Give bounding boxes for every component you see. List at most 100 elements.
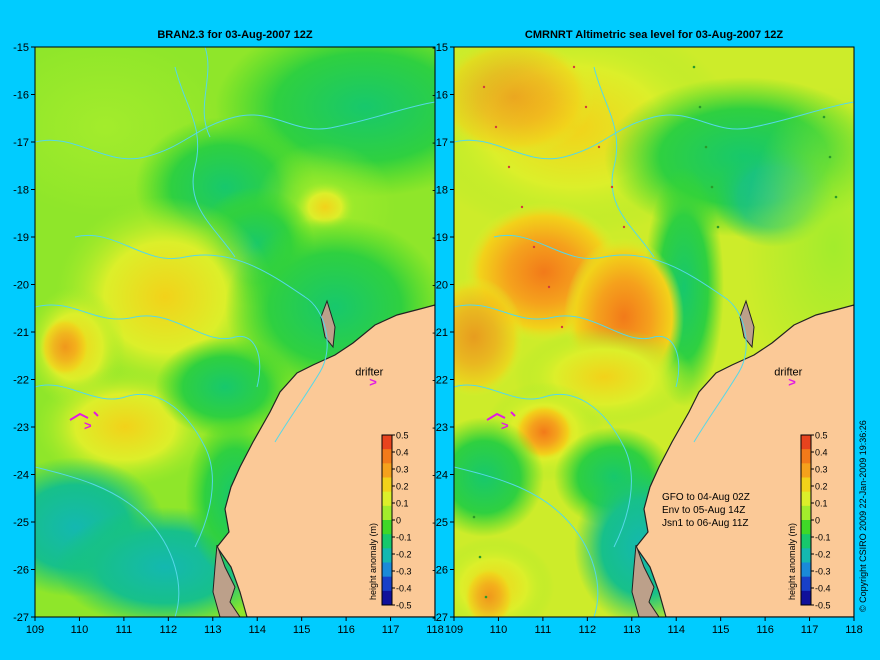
x-tick-label: 118 xyxy=(845,624,863,636)
copyright-text: © Copyright CSIRO 2009 22-Jan-2009 19:36… xyxy=(858,420,868,612)
colorbar-segment xyxy=(382,562,392,578)
y-tick-label: -17 xyxy=(13,137,29,149)
x-tick-label: 109 xyxy=(445,624,463,636)
colorbar-tick-label: 0.4 xyxy=(396,448,409,458)
colorbar-tick-label: -0.3 xyxy=(815,567,831,577)
x-tick-label: 112 xyxy=(579,624,597,636)
x-tick-label: 115 xyxy=(712,624,730,636)
note-jsn1: Jsn1 to 06-Aug 11Z xyxy=(662,518,749,529)
x-tick-label: 113 xyxy=(204,624,222,636)
colorbar-segment xyxy=(382,548,392,563)
colorbar-segment xyxy=(382,505,392,521)
y-tick-label: -25 xyxy=(13,517,29,529)
colorbar-segment xyxy=(382,463,392,478)
colorbar-tick-label: 0.1 xyxy=(815,499,828,509)
right-panel: CMRNRT Altimetric sea level for 03-Aug-2… xyxy=(432,29,863,636)
y-tick-label: -20 xyxy=(432,280,448,292)
colorbar-tick-label: 0.3 xyxy=(396,465,409,475)
colorbar-segment xyxy=(801,505,811,521)
colorbar-tick-label: 0.5 xyxy=(396,431,409,441)
left-colorbar: 0.5 0.4 0.3 0.2 0.1 0 -0.1 -0.2 -0.3 -0.4 -0.5 heig… xyxy=(368,431,412,611)
colorbar-segment xyxy=(382,449,392,464)
colorbar-tick-label: -0.1 xyxy=(815,533,831,543)
right-map-area xyxy=(454,47,854,617)
colorbar-tick-label: 0.2 xyxy=(815,482,828,492)
drifter-arrow-icon: > xyxy=(84,418,92,433)
x-tick-label: 113 xyxy=(623,624,641,636)
colorbar-segment xyxy=(801,477,811,493)
x-tick-label: 116 xyxy=(756,624,774,636)
colorbar-tick-label: -0.2 xyxy=(396,550,412,560)
y-tick-label: -24 xyxy=(13,470,29,482)
right-drifter-marker: drifter > xyxy=(774,367,802,390)
colorbar-segment xyxy=(801,548,811,563)
y-tick-label: -26 xyxy=(432,565,448,577)
colorbar-segment xyxy=(382,576,392,592)
y-tick-label: -16 xyxy=(432,90,448,102)
left-panel: BRAN2.3 for 03-Aug-2007 12Z xyxy=(13,29,444,636)
y-tick-label: -15 xyxy=(13,42,29,54)
y-tick-label: -23 xyxy=(13,422,29,434)
x-tick-label: 114 xyxy=(667,624,685,636)
colorbar-segment xyxy=(382,534,392,549)
drifter-track xyxy=(69,411,99,421)
x-tick-label: 117 xyxy=(382,624,400,636)
right-drifter-track xyxy=(486,411,516,421)
x-tick-label: 112 xyxy=(160,624,178,636)
colorbar-tick-label: -0.4 xyxy=(396,584,412,594)
y-tick-label: -21 xyxy=(432,327,448,339)
y-tick-label: -19 xyxy=(13,232,29,244)
colorbar-label: height anomaly (m) xyxy=(787,523,797,600)
y-tick-label: -17 xyxy=(432,137,448,149)
colorbar-segment xyxy=(801,491,811,507)
x-tick-label: 117 xyxy=(801,624,819,636)
colorbar-tick-label: -0.4 xyxy=(815,584,831,594)
left-y-axis: -15 -16 -17 -18 -19 -20 -21 -22 -23 -24 -25 -26 -27 xyxy=(13,42,35,624)
x-tick-label: 118 xyxy=(426,624,444,636)
y-tick-label: -18 xyxy=(13,185,29,197)
x-tick-label: 109 xyxy=(26,624,44,636)
y-tick-label: -21 xyxy=(13,327,29,339)
colorbar-segment xyxy=(801,435,811,450)
right-y-axis: -15 -16 -17 -18 -19 -20 -21 -22 -23 -24 -25 -26 -27 xyxy=(432,42,454,624)
colorbar-tick-label: -0.5 xyxy=(815,601,831,611)
left-x-axis: 109 110 111 112 113 114 115 116 117 118 xyxy=(26,617,444,636)
colorbar-segment xyxy=(382,590,392,606)
satellite-notes: GFO to 04-Aug 02Z Env to 05-Aug 14Z Jsn1… xyxy=(662,492,750,529)
left-drifter-arrow-icon: > xyxy=(369,375,377,390)
colorbar-tick-label: 0 xyxy=(396,516,401,526)
right-track-arrow-icon: > xyxy=(501,418,509,433)
x-tick-label: 110 xyxy=(71,624,89,636)
colorbar-tick-label: 0.5 xyxy=(815,431,828,441)
colorbar-segment xyxy=(801,449,811,464)
x-tick-label: 111 xyxy=(535,624,552,636)
colorbar-tick-label: -0.1 xyxy=(396,533,412,543)
colorbar-segment xyxy=(801,534,811,549)
x-tick-label: 110 xyxy=(490,624,508,636)
right-drifter-label: drifter xyxy=(774,367,802,379)
colorbar-segment xyxy=(382,435,392,450)
x-tick-label: 116 xyxy=(337,624,355,636)
y-tick-label: -22 xyxy=(13,375,29,387)
colorbar-segment xyxy=(382,477,392,493)
colorbar-tick-label: -0.2 xyxy=(815,550,831,560)
colorbar-segment xyxy=(801,590,811,606)
note-gfo: GFO to 04-Aug 02Z xyxy=(662,492,750,503)
left-drifter-marker: drifter > xyxy=(355,367,383,390)
colorbar-segment xyxy=(801,520,811,535)
y-tick-label: -27 xyxy=(432,612,448,624)
y-tick-label: -18 xyxy=(432,185,448,197)
x-tick-label: 111 xyxy=(116,624,133,636)
colorbar-tick-label: 0.1 xyxy=(396,499,409,509)
right-drifter-arrow-icon: > xyxy=(788,375,796,390)
colorbar-segment xyxy=(382,520,392,535)
y-tick-label: -20 xyxy=(13,280,29,292)
right-panel-title: CMRNRT Altimetric sea level for 03-Aug-2… xyxy=(525,29,783,41)
left-map-area xyxy=(35,47,435,617)
colorbar-segment xyxy=(801,463,811,478)
left-drifter-label: drifter xyxy=(355,367,383,379)
y-tick-label: -15 xyxy=(432,42,448,54)
left-panel-title: BRAN2.3 for 03-Aug-2007 12Z xyxy=(157,29,313,41)
colorbar-tick-label: -0.3 xyxy=(396,567,412,577)
